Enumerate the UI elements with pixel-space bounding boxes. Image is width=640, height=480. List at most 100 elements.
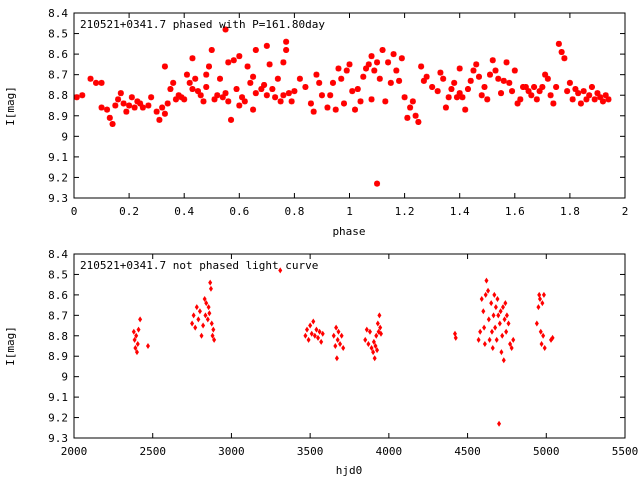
top-data-point (495, 75, 502, 82)
top-data-point (252, 90, 259, 97)
top-data-point (214, 92, 221, 99)
top-data-point (415, 118, 422, 125)
bottom-data-point (500, 332, 505, 339)
top-data-point (357, 98, 364, 105)
top-data-point (572, 86, 579, 93)
bottom-data-point (312, 332, 317, 339)
bottom-data-point (481, 308, 486, 315)
bottom-data-point (498, 308, 503, 315)
bottom-data-point (209, 320, 214, 327)
top-data-point (393, 67, 400, 74)
top-data-point (385, 59, 392, 66)
top-data-point (288, 98, 295, 105)
bottom-data-point (538, 328, 543, 335)
bottom-data-point (375, 347, 380, 354)
bottom-data-point (132, 336, 137, 343)
top-data-point (407, 104, 414, 111)
bottom-data-point (501, 357, 506, 364)
top-data-point (475, 73, 482, 80)
top-data-point (401, 94, 408, 101)
top-data-point (566, 79, 573, 86)
bottom-data-point (537, 295, 542, 302)
bottom-data-point (334, 324, 339, 331)
top-x-tick-label: 0.4 (174, 205, 194, 218)
bottom-marks (131, 267, 555, 427)
bottom-data-point (377, 312, 382, 319)
bottom-data-point (489, 328, 494, 335)
top-data-point (374, 180, 381, 187)
top-data-point (536, 88, 543, 95)
top-data-point (599, 98, 606, 105)
top-data-point (211, 96, 218, 103)
bottom-data-point (492, 291, 497, 298)
bottom-y-tick-label: 8.9 (48, 350, 68, 363)
top-data-point (586, 92, 593, 99)
bottom-x-tick-label: 4000 (376, 445, 403, 458)
bottom-y-tick-label: 9.3 (48, 432, 68, 445)
top-data-point (236, 102, 243, 109)
top-data-point (217, 75, 224, 82)
top-data-point (580, 88, 587, 95)
top-x-tick-label: 1.8 (560, 205, 580, 218)
top-data-point (561, 55, 568, 62)
bottom-data-point (191, 312, 196, 319)
bottom-data-point (375, 320, 380, 327)
top-data-point (569, 96, 576, 103)
top-data-point (139, 104, 146, 111)
bottom-data-point (202, 295, 207, 302)
bottom-data-point (210, 332, 215, 339)
top-data-point (412, 112, 419, 119)
top-data-point (274, 75, 281, 82)
top-data-point (296, 75, 303, 82)
top-data-point (285, 90, 292, 97)
top-data-point (161, 63, 168, 70)
bottom-data-point (491, 312, 496, 319)
top-data-point (374, 59, 381, 66)
bottom-data-point (367, 328, 372, 335)
bottom-data-point (135, 340, 140, 347)
bottom-data-point (493, 324, 498, 331)
top-data-point (420, 77, 427, 84)
bottom-x-tick-label: 4500 (454, 445, 481, 458)
top-data-point (346, 61, 353, 68)
bottom-data-point (193, 324, 198, 331)
top-data-point (511, 67, 518, 74)
top-data-point (464, 86, 471, 93)
bottom-data-point (499, 349, 504, 356)
top-data-point (250, 106, 257, 113)
bottom-data-point (369, 345, 374, 352)
top-data-point (363, 65, 370, 72)
top-data-point (98, 79, 105, 86)
bottom-data-point (372, 355, 377, 362)
bottom-data-point (482, 324, 487, 331)
bottom-data-point (487, 336, 492, 343)
top-data-point (120, 100, 127, 107)
top-data-point (597, 94, 604, 101)
bottom-data-point (550, 334, 555, 341)
bottom-data-point (136, 326, 141, 333)
top-data-point (310, 108, 317, 115)
bottom-data-point (309, 330, 314, 337)
bottom-y-tick-label: 8.4 (48, 248, 68, 261)
top-data-point (263, 92, 270, 99)
top-data-point (145, 102, 152, 109)
bottom-ylabel: I[mag] (4, 326, 17, 366)
top-y-tick-label: 8.7 (48, 69, 68, 82)
bottom-data-point (495, 295, 500, 302)
top-data-point (93, 79, 100, 86)
bottom-x-tick-label: 2000 (61, 445, 88, 458)
top-data-point (194, 88, 201, 95)
top-data-point (203, 84, 210, 90)
bottom-data-point (197, 308, 202, 315)
top-y-tick-label: 8.5 (48, 28, 68, 41)
top-data-point (225, 98, 232, 105)
bottom-data-point (333, 343, 338, 349)
bottom-data-point (453, 334, 458, 341)
bottom-data-point (335, 336, 340, 343)
bottom-data-point (494, 336, 499, 343)
top-data-point (473, 61, 480, 68)
bottom-data-point (338, 340, 343, 347)
top-data-point (352, 106, 359, 113)
bottom-data-point (196, 316, 201, 323)
bottom-x-tick-label: 3500 (297, 445, 324, 458)
